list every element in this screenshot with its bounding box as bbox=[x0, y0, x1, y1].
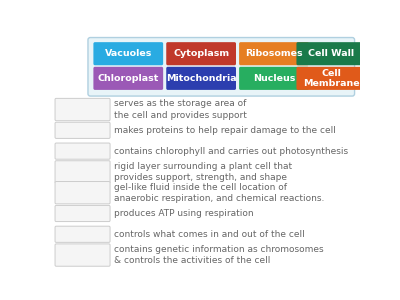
Text: Cell
Membrane: Cell Membrane bbox=[303, 69, 360, 88]
Text: Vacuoles: Vacuoles bbox=[104, 49, 152, 58]
Text: Chloroplast: Chloroplast bbox=[98, 74, 159, 83]
FancyBboxPatch shape bbox=[88, 38, 354, 96]
FancyBboxPatch shape bbox=[296, 42, 366, 65]
FancyBboxPatch shape bbox=[94, 42, 163, 65]
Text: rigid layer surrounding a plant cell that
provides support, strength, and shape: rigid layer surrounding a plant cell tha… bbox=[114, 162, 292, 182]
FancyBboxPatch shape bbox=[55, 206, 110, 222]
FancyBboxPatch shape bbox=[55, 161, 110, 183]
FancyBboxPatch shape bbox=[55, 182, 110, 204]
Text: Cytoplasm: Cytoplasm bbox=[173, 49, 229, 58]
FancyBboxPatch shape bbox=[55, 143, 110, 159]
FancyBboxPatch shape bbox=[166, 42, 236, 65]
Text: Cell Wall: Cell Wall bbox=[308, 49, 354, 58]
Text: contains chlorophyll and carries out photosynthesis: contains chlorophyll and carries out pho… bbox=[114, 147, 348, 156]
FancyBboxPatch shape bbox=[239, 42, 309, 65]
FancyBboxPatch shape bbox=[296, 67, 366, 90]
Text: controls what comes in and out of the cell: controls what comes in and out of the ce… bbox=[114, 230, 304, 239]
FancyBboxPatch shape bbox=[166, 67, 236, 90]
FancyBboxPatch shape bbox=[55, 244, 110, 266]
Text: Nucleus: Nucleus bbox=[253, 74, 295, 83]
Text: contains genetic information as chromosomes
& controls the activities of the cel: contains genetic information as chromoso… bbox=[114, 245, 323, 265]
Text: gel-like fluid inside the cell location of
anaerobic respiration, and chemical r: gel-like fluid inside the cell location … bbox=[114, 183, 324, 203]
FancyBboxPatch shape bbox=[94, 67, 163, 90]
FancyBboxPatch shape bbox=[239, 67, 309, 90]
Text: makes proteins to help repair damage to the cell: makes proteins to help repair damage to … bbox=[114, 126, 336, 135]
FancyBboxPatch shape bbox=[55, 122, 110, 138]
FancyBboxPatch shape bbox=[55, 98, 110, 121]
FancyBboxPatch shape bbox=[55, 226, 110, 242]
Text: serves as the storage area of
the cell and provides support: serves as the storage area of the cell a… bbox=[114, 100, 246, 120]
Text: produces ATP using respiration: produces ATP using respiration bbox=[114, 209, 253, 218]
Text: Ribosomes: Ribosomes bbox=[245, 49, 303, 58]
Text: Mitochondria: Mitochondria bbox=[166, 74, 236, 83]
